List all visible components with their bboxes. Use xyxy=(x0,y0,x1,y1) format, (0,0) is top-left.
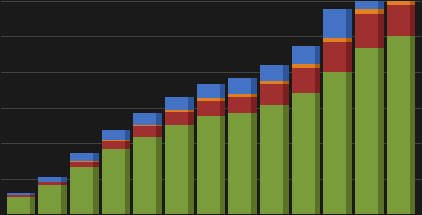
Polygon shape xyxy=(346,38,352,42)
Polygon shape xyxy=(93,153,99,161)
Polygon shape xyxy=(378,0,384,9)
Polygon shape xyxy=(188,110,194,112)
Polygon shape xyxy=(314,64,320,68)
Polygon shape xyxy=(61,177,67,182)
Polygon shape xyxy=(410,36,415,214)
Polygon shape xyxy=(124,140,130,141)
Polygon shape xyxy=(314,46,320,64)
Polygon shape xyxy=(283,65,289,80)
Polygon shape xyxy=(124,149,130,214)
Polygon shape xyxy=(124,141,130,149)
Polygon shape xyxy=(346,42,352,72)
Polygon shape xyxy=(188,97,194,110)
Polygon shape xyxy=(346,9,352,38)
Polygon shape xyxy=(251,78,257,94)
Polygon shape xyxy=(156,126,162,137)
Polygon shape xyxy=(93,161,99,162)
Polygon shape xyxy=(156,114,162,125)
Polygon shape xyxy=(93,167,99,214)
Polygon shape xyxy=(410,5,415,36)
Polygon shape xyxy=(30,197,35,214)
Polygon shape xyxy=(378,9,384,14)
Polygon shape xyxy=(378,14,384,48)
Polygon shape xyxy=(30,195,35,197)
Polygon shape xyxy=(219,116,225,214)
Polygon shape xyxy=(410,0,415,1)
Polygon shape xyxy=(93,162,99,167)
Polygon shape xyxy=(251,97,257,114)
Polygon shape xyxy=(314,68,320,93)
Polygon shape xyxy=(61,182,67,185)
Polygon shape xyxy=(251,94,257,97)
Polygon shape xyxy=(346,72,352,214)
Polygon shape xyxy=(283,80,289,84)
Polygon shape xyxy=(378,48,384,214)
Polygon shape xyxy=(30,193,35,195)
Polygon shape xyxy=(219,84,225,98)
Polygon shape xyxy=(188,112,194,125)
Polygon shape xyxy=(61,185,67,214)
Polygon shape xyxy=(410,1,415,5)
Polygon shape xyxy=(219,101,225,116)
Polygon shape xyxy=(156,125,162,126)
Polygon shape xyxy=(314,93,320,214)
Polygon shape xyxy=(251,114,257,214)
Polygon shape xyxy=(188,125,194,214)
Polygon shape xyxy=(283,104,289,214)
Polygon shape xyxy=(283,84,289,104)
Polygon shape xyxy=(124,130,130,140)
Polygon shape xyxy=(219,98,225,101)
Polygon shape xyxy=(156,137,162,214)
